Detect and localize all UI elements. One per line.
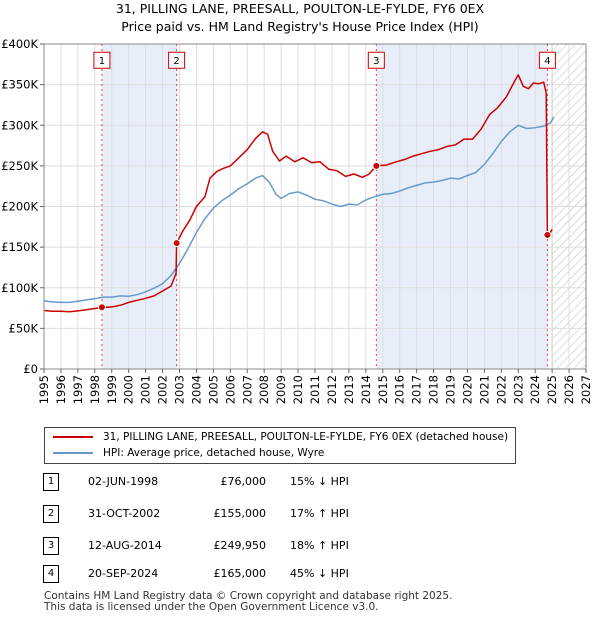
chart-title: 31, PILLING LANE, PREESALL, POULTON-LE-F… — [0, 0, 600, 36]
legend-label-hpi: HPI: Average price, detached house, Wyre — [103, 447, 325, 459]
x-tick-label: 1997 — [71, 375, 85, 404]
sale-marker — [97, 303, 106, 312]
x-tick-label: 2007 — [240, 375, 254, 404]
x-tick-label: 2013 — [342, 375, 356, 404]
sale-label-text: 4 — [544, 56, 550, 67]
sale-hpi-diff: 17% ↑ HPI — [290, 507, 349, 520]
x-tick-label: 2010 — [291, 375, 305, 404]
sale-number: 2 — [43, 505, 59, 523]
x-tick-label: 2005 — [206, 375, 220, 404]
y-tick-label: £150K — [1, 240, 38, 254]
sale-label-box — [538, 51, 556, 69]
legend-item-hpi: HPI: Average price, detached house, Wyre — [53, 445, 324, 461]
sale-date: 02-JUN-1998 — [88, 475, 159, 488]
x-tick-label: 2008 — [257, 375, 271, 404]
sale-number: 3 — [43, 537, 59, 555]
x-tick-label: 2023 — [511, 375, 525, 404]
sale-label-text: 3 — [373, 56, 379, 67]
property-price-line — [43, 74, 553, 313]
y-tick-label: £200K — [1, 200, 38, 214]
sale-hpi-diff: 45% ↓ HPI — [290, 567, 349, 580]
sale-label-box — [93, 51, 111, 69]
sale-date: 12-AUG-2014 — [88, 539, 162, 552]
y-tick-label: £100K — [1, 281, 38, 295]
x-tick-label: 2021 — [477, 375, 491, 404]
legend-swatch-property — [53, 436, 93, 438]
title-line-2: Price paid vs. HM Land Registry's House … — [121, 19, 479, 34]
sale-label-text: 1 — [99, 56, 105, 67]
table-row: 4 20-SEP-2024 £165,000 45% ↓ HPI — [0, 564, 600, 584]
x-tick-label: 2026 — [562, 375, 576, 404]
x-tick-label: 2024 — [528, 375, 542, 404]
x-tick-label: 2002 — [156, 375, 170, 404]
x-tick-label: 2027 — [579, 375, 593, 404]
sale-date: 31-OCT-2002 — [88, 507, 161, 520]
y-tick-label: £0 — [23, 362, 38, 376]
x-tick-label: 1999 — [105, 375, 119, 404]
legend: 31, PILLING LANE, PREESALL, POULTON-LE-F… — [44, 427, 516, 464]
x-tick-label: 2020 — [460, 375, 474, 404]
sale-hpi-diff: 15% ↓ HPI — [290, 475, 349, 488]
sale-price: £155,000 — [213, 507, 267, 520]
table-row: 1 02-JUN-1998 £76,000 15% ↓ HPI — [0, 472, 600, 492]
y-tick-label: £350K — [1, 78, 38, 92]
x-tick-label: 2001 — [139, 375, 153, 404]
table-row: 3 12-AUG-2014 £249,950 18% ↑ HPI — [0, 536, 600, 556]
y-tick-label: £400K — [1, 37, 38, 51]
x-tick-label: 2011 — [308, 375, 322, 404]
x-tick-label: 1996 — [54, 375, 68, 404]
legend-item-property: 31, PILLING LANE, PREESALL, POULTON-LE-F… — [53, 429, 508, 445]
x-tick-label: 1998 — [88, 375, 102, 404]
x-tick-label: 2003 — [173, 375, 187, 404]
price-chart: 1 2 3 4 £0 £50K £100K £150K £200K £250K £300K £350… — [1, 37, 593, 404]
sale-price: £249,950 — [213, 539, 267, 552]
x-tick-label: 2000 — [122, 375, 136, 404]
sale-number: 1 — [43, 473, 59, 491]
x-tick-label: 2025 — [545, 375, 559, 404]
x-tick-label: 2009 — [274, 375, 288, 404]
sale-label-text: 2 — [173, 56, 179, 67]
sale-marker — [372, 161, 381, 170]
x-tick-label: 2004 — [189, 375, 203, 404]
x-tick-label: 2018 — [427, 375, 441, 404]
sale-hpi-diff: 18% ↑ HPI — [290, 539, 349, 552]
title-line-1: 31, PILLING LANE, PREESALL, POULTON-LE-F… — [115, 1, 485, 16]
x-tick-label: 2019 — [444, 375, 458, 404]
y-tick-label: £300K — [1, 118, 38, 132]
footer-line-1: Contains HM Land Registry data © Crown c… — [44, 590, 453, 602]
x-tick-label: 2014 — [359, 375, 373, 404]
x-tick-label: 2022 — [494, 375, 508, 404]
table-row: 2 31-OCT-2002 £155,000 17% ↑ HPI — [0, 504, 600, 524]
legend-label-property: 31, PILLING LANE, PREESALL, POULTON-LE-F… — [103, 431, 509, 443]
x-tick-label: 2015 — [376, 375, 390, 404]
footer: Contains HM Land Registry data © Crown c… — [44, 591, 452, 613]
x-tick-label: 2012 — [325, 375, 339, 404]
x-tick-label: 2017 — [410, 375, 424, 404]
x-tick-label: 1995 — [37, 375, 51, 404]
hpi-line — [43, 116, 555, 304]
x-tick-label: 2006 — [223, 375, 237, 404]
y-tick-label: £250K — [1, 159, 38, 173]
legend-swatch-hpi — [53, 452, 93, 454]
x-tick-label: 2016 — [393, 375, 407, 404]
footer-line-2: This data is licensed under the Open Gov… — [44, 601, 379, 613]
sale-marker — [543, 230, 552, 239]
y-tick-label: £50K — [9, 321, 39, 335]
sale-price: £165,000 — [213, 567, 267, 580]
sale-number: 4 — [43, 565, 59, 583]
sale-date: 20-SEP-2024 — [88, 567, 159, 580]
sale-label-box — [367, 51, 385, 69]
sale-marker — [172, 239, 181, 248]
sale-label-box — [168, 51, 186, 69]
sale-price: £76,000 — [220, 475, 267, 488]
